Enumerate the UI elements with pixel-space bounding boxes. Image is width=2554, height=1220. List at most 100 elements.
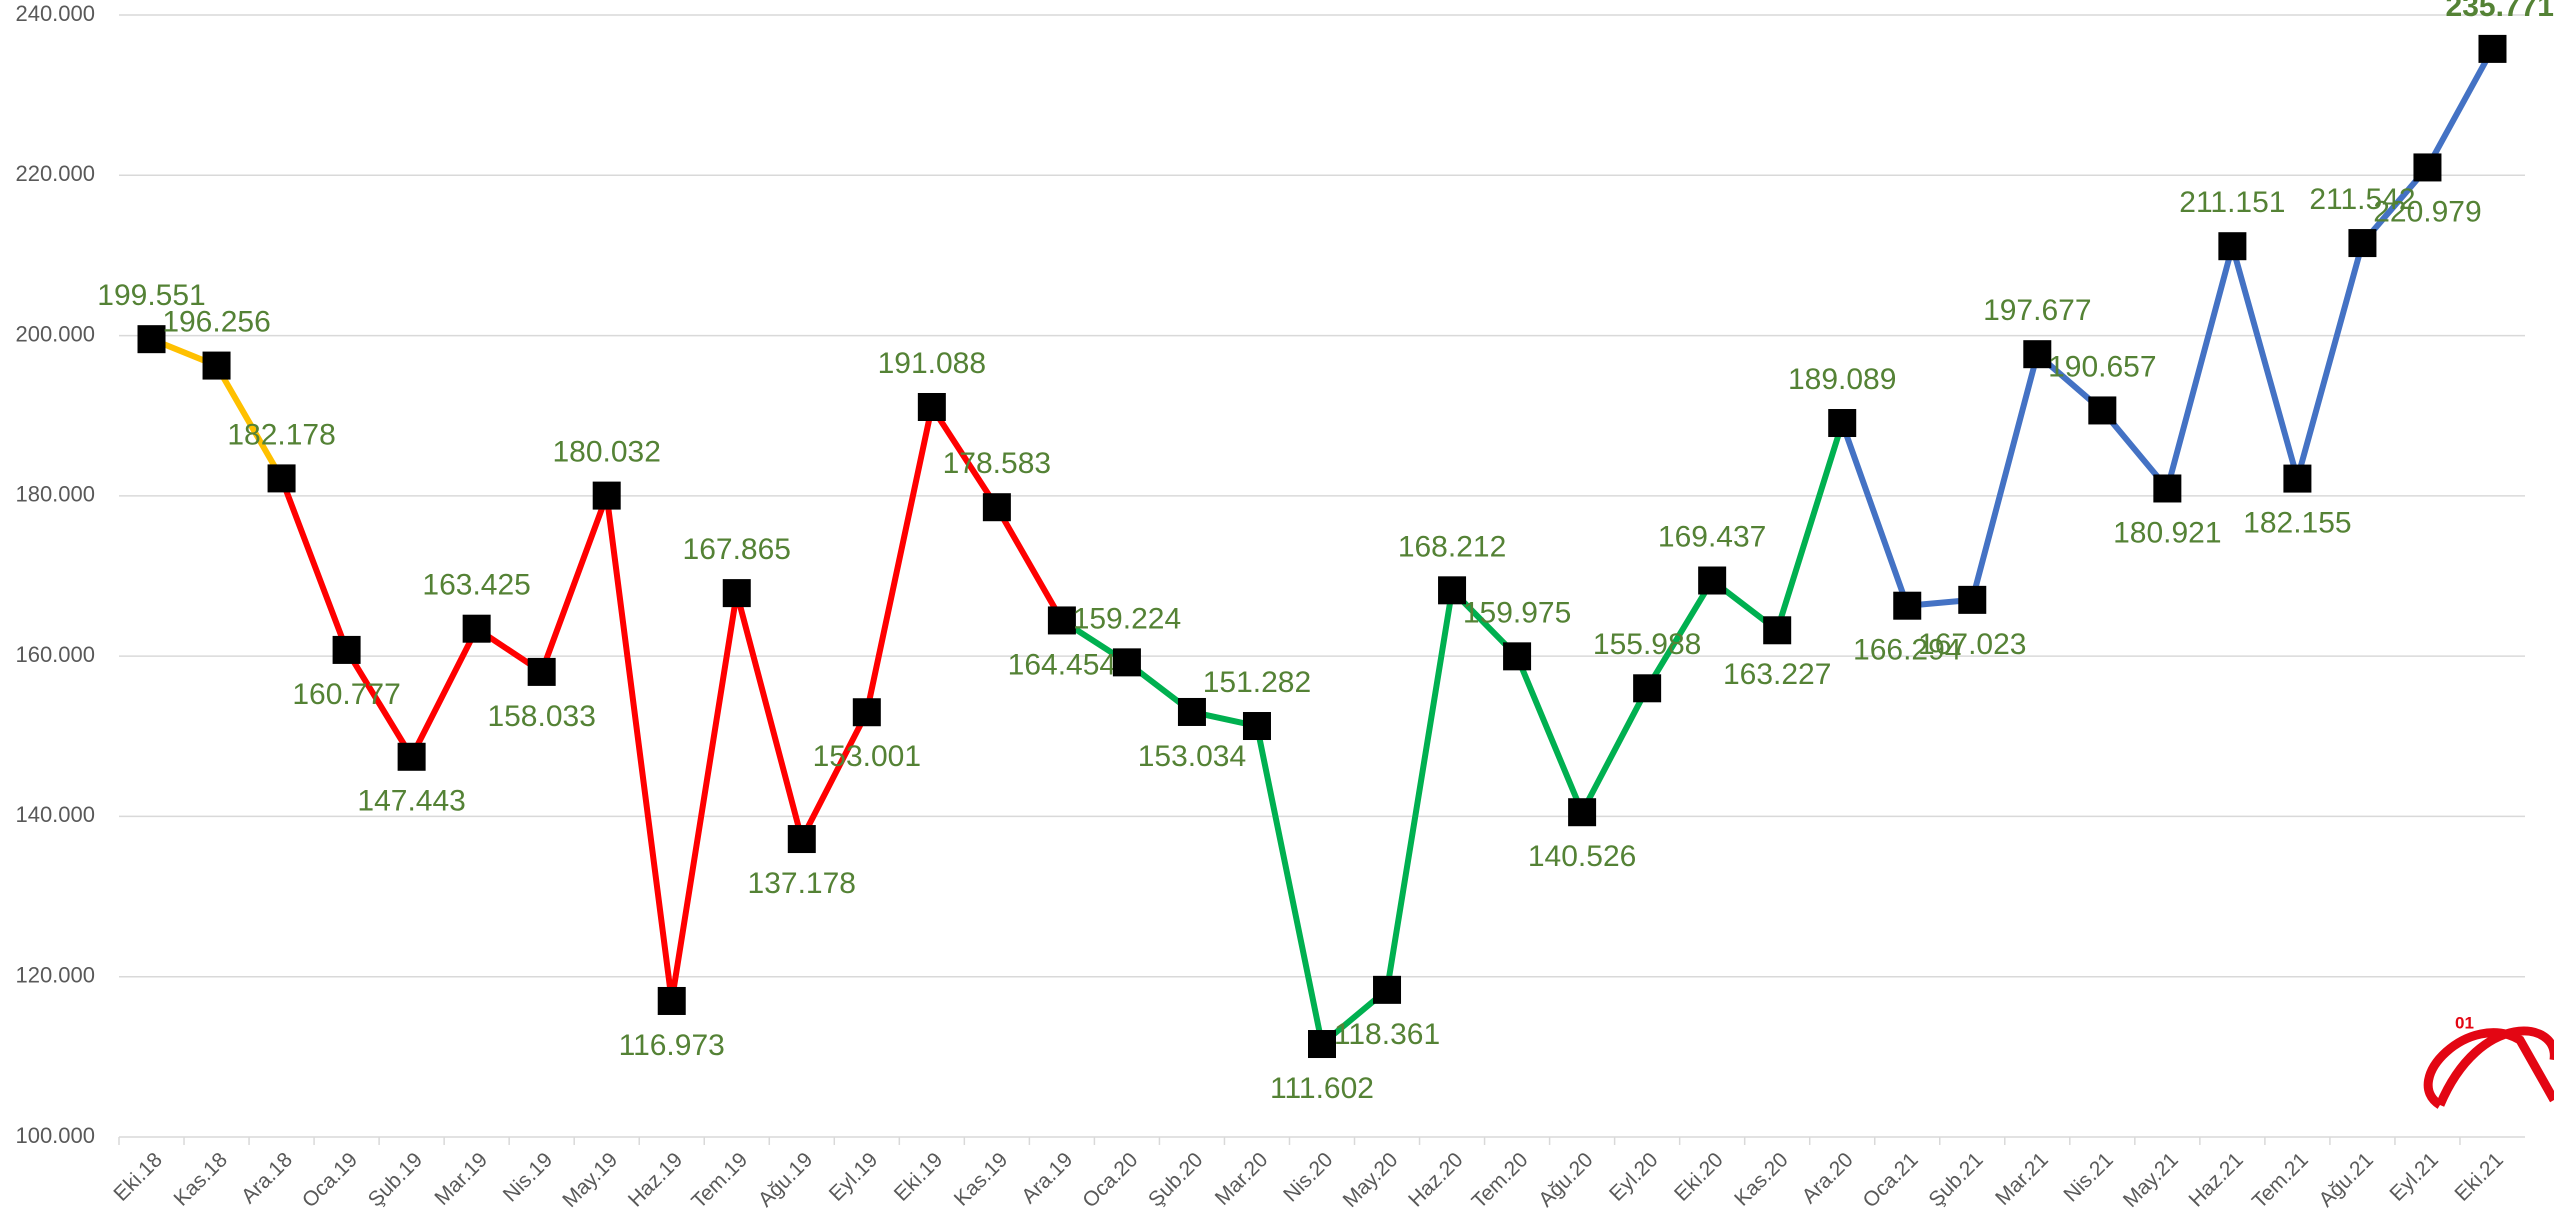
marker: [332, 635, 361, 664]
data-label: 159.224: [1073, 602, 1181, 635]
data-label: 163.227: [1723, 658, 1831, 691]
x-tick-label: Ara.19: [1017, 1148, 1077, 1208]
data-label: 196.256: [162, 305, 270, 338]
x-tick-label: Eki.18: [109, 1148, 167, 1206]
data-label: 235.771: [2446, 0, 2554, 23]
x-tick-label: Eyl.19: [825, 1148, 883, 1206]
line-segment: [2424, 45, 2496, 171]
marker: [2218, 232, 2247, 261]
data-label: 163.425: [422, 569, 530, 602]
data-label: 164.454: [1008, 648, 1116, 681]
marker: [2153, 474, 2182, 503]
x-tick-label: May.21: [2119, 1148, 2183, 1212]
line-segment: [733, 590, 805, 843]
data-label: 199.551: [97, 279, 205, 312]
y-tick-label: 160.000: [15, 642, 95, 667]
line-segment: [1644, 577, 1716, 692]
data-label: 160.777: [292, 678, 400, 711]
data-label: 190.657: [2048, 350, 2156, 383]
line-segment: [1579, 685, 1651, 816]
marker: [1503, 642, 1532, 671]
x-tick-label: Haz.20: [1404, 1148, 1467, 1211]
x-tick-label: Şub.21: [1924, 1148, 1987, 1211]
marker: [852, 698, 881, 727]
marker: [2478, 34, 2507, 63]
marker: [722, 579, 751, 608]
x-tick-label: Nis.20: [1279, 1148, 1337, 1206]
x-tick-label: Mar.19: [430, 1148, 492, 1210]
x-tick-label: Eki.21: [2450, 1148, 2508, 1206]
x-tick-label: Ara.18: [237, 1148, 297, 1208]
data-label: 155.988: [1593, 628, 1701, 661]
marker: [1828, 409, 1857, 438]
logo: [2423, 1026, 2554, 1109]
marker: [1958, 585, 1987, 614]
marker: [917, 392, 946, 421]
marker: [1893, 591, 1922, 620]
data-label: 189.089: [1788, 363, 1896, 396]
data-label: 168.212: [1398, 530, 1506, 563]
line-segment: [1514, 653, 1586, 816]
data-label: 151.282: [1203, 666, 1311, 699]
marker: [267, 464, 296, 493]
x-tick-label: Tem.20: [1468, 1148, 1533, 1213]
marker: [202, 351, 231, 380]
marker: [397, 742, 426, 771]
line-segment: [668, 590, 740, 1004]
marker: [1177, 697, 1206, 726]
marker: [1373, 975, 1402, 1004]
x-tick-label: Haz.21: [2185, 1148, 2248, 1211]
y-tick-label: 180.000: [15, 482, 95, 507]
marker: [1438, 576, 1467, 605]
line-segment: [343, 646, 415, 760]
data-label: 158.033: [487, 700, 595, 733]
x-tick-label: Kas.20: [1730, 1148, 1793, 1211]
data-label: 118.361: [1334, 1018, 1440, 1051]
marker: [2023, 340, 2052, 369]
data-label: 182.155: [2243, 507, 2351, 540]
x-tick-label: Kas.19: [950, 1148, 1013, 1211]
x-tick-label: Mar.20: [1211, 1148, 1273, 1210]
marker: [1308, 1030, 1336, 1059]
line-segment: [538, 492, 610, 675]
data-label: 180.921: [2113, 516, 2221, 549]
y-tick-label: 200.000: [15, 321, 95, 346]
line-segment: [1253, 723, 1325, 1048]
line-segment: [798, 709, 870, 843]
data-label: 167.023: [1918, 628, 2026, 661]
x-tick-label: May.20: [1339, 1148, 1403, 1212]
marker: [787, 825, 816, 854]
data-label: 211.151: [2179, 186, 2285, 219]
marker: [137, 325, 166, 354]
data-label: 169.437: [1658, 520, 1766, 553]
x-tick-label: Tem.19: [687, 1148, 752, 1213]
x-tick-label: Eyl.20: [1605, 1148, 1663, 1206]
data-label: 211.542: [2309, 183, 2415, 216]
x-tick-label: Şub.20: [1144, 1148, 1207, 1211]
data-label: 140.526: [1528, 840, 1636, 873]
marker: [462, 614, 491, 643]
x-tick-label: Oca.20: [1078, 1148, 1142, 1212]
data-label: 153.034: [1138, 740, 1246, 773]
line-segment: [1839, 420, 1911, 609]
line-segment: [408, 625, 480, 760]
line-segment: [993, 504, 1065, 624]
marker: [982, 493, 1011, 522]
data-label: 166.294: [1853, 634, 1961, 667]
marker: [1698, 566, 1727, 595]
data-label: 180.032: [552, 436, 660, 469]
x-tick-label: Mar.21: [1991, 1148, 2053, 1210]
marker: [1763, 616, 1792, 645]
marker: [657, 986, 686, 1015]
data-label: 167.865: [683, 533, 791, 566]
line-segment: [1969, 351, 2041, 603]
data-label: 111.602: [1270, 1072, 1374, 1105]
x-tick-label: Ağu.20: [1534, 1148, 1597, 1211]
y-tick-label: 120.000: [15, 963, 95, 988]
x-tick-label: Nis.21: [2059, 1148, 2117, 1206]
marker: [2413, 153, 2442, 182]
data-label: 153.001: [813, 740, 921, 773]
x-tick-label: Ağu.21: [2315, 1148, 2378, 1211]
line-segment: [213, 362, 285, 482]
